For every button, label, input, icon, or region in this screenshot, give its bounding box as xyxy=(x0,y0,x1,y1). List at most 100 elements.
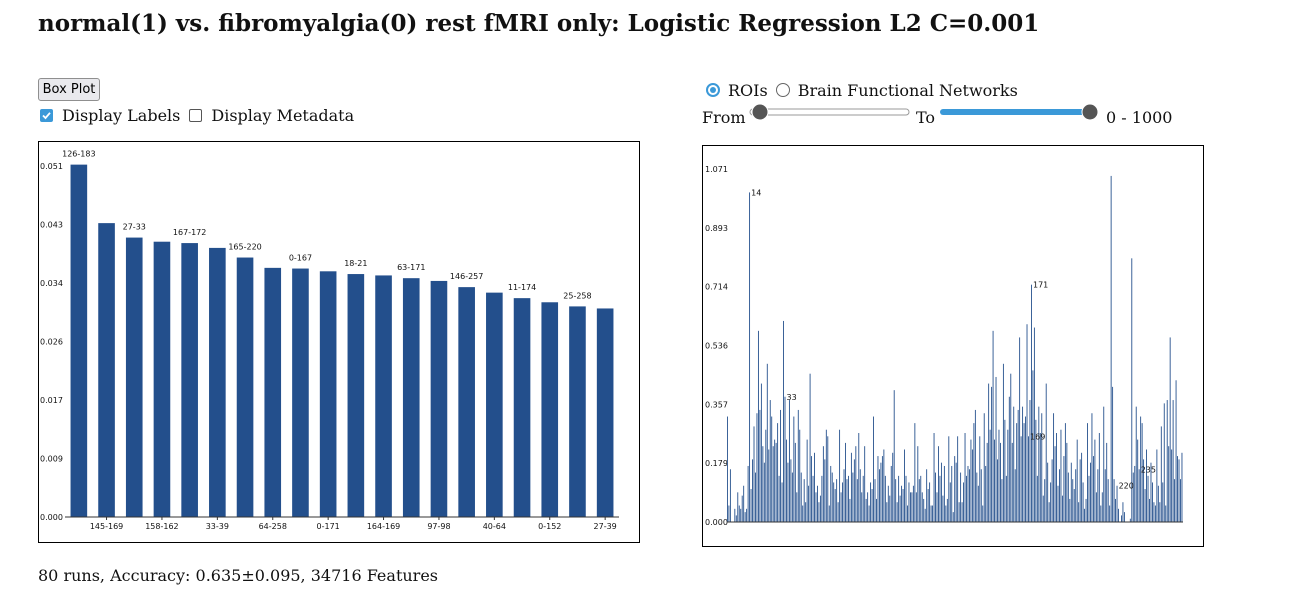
bar xyxy=(958,502,960,522)
bar xyxy=(1060,429,1062,522)
bar xyxy=(811,456,813,522)
from-slider-thumb[interactable] xyxy=(751,103,769,121)
bar xyxy=(960,472,962,522)
bar xyxy=(955,462,957,522)
bar xyxy=(1036,475,1038,522)
bar xyxy=(880,462,882,522)
bar xyxy=(780,409,782,522)
bar xyxy=(973,423,975,522)
rois-radio[interactable] xyxy=(706,83,720,97)
to-slider-thumb[interactable] xyxy=(1081,103,1099,121)
bar xyxy=(1172,400,1174,522)
bar xyxy=(803,479,805,522)
y-tick-label: 0.000 xyxy=(40,513,63,522)
bar xyxy=(1004,419,1006,522)
bar xyxy=(1169,337,1171,522)
bar xyxy=(1061,495,1063,522)
bar xyxy=(853,459,855,522)
y-tick-label: 0.026 xyxy=(40,338,63,347)
bar xyxy=(814,452,815,522)
bar xyxy=(971,449,973,522)
bar xyxy=(917,446,919,522)
bar xyxy=(827,436,829,522)
x-tick-label: 145-169 xyxy=(90,522,123,531)
bar xyxy=(871,489,873,522)
bar xyxy=(830,465,832,522)
top-pairs-chart-frame: 0.000 0.009 0.017 0.026 0.034 0.043 0.051 126-1… xyxy=(38,141,640,543)
bar xyxy=(843,469,845,522)
bar xyxy=(926,469,928,522)
bar xyxy=(961,502,963,522)
brain-networks-radio[interactable] xyxy=(775,83,790,97)
bar xyxy=(747,465,749,522)
bar xyxy=(954,456,956,522)
bar xyxy=(1016,423,1018,522)
bar xyxy=(793,416,795,522)
bar xyxy=(1054,446,1056,522)
display-metadata-label: Display Metadata xyxy=(211,105,355,125)
bar xyxy=(737,492,739,522)
bar xyxy=(899,495,901,522)
accuracy-summary: 80 runs, Accuracy: 0.635±0.095, 34716 Fe… xyxy=(38,566,438,585)
bar xyxy=(884,475,886,522)
bar xyxy=(1039,433,1041,522)
to-slider[interactable] xyxy=(938,100,1100,124)
bar-annotation-label: 14 xyxy=(751,188,761,197)
bar xyxy=(1157,485,1159,522)
bar xyxy=(989,429,991,522)
bar xyxy=(738,505,740,522)
bar xyxy=(1101,492,1103,522)
bar-top-label: 63-171 xyxy=(397,263,425,272)
bar xyxy=(1044,479,1046,522)
bar xyxy=(790,459,792,522)
bar xyxy=(806,439,808,522)
bar xyxy=(784,396,786,522)
bar xyxy=(1092,456,1094,522)
bar xyxy=(1097,469,1099,522)
bar-top-label: 11-174 xyxy=(508,283,536,292)
bar xyxy=(969,469,970,522)
bar xyxy=(430,280,448,517)
bar xyxy=(771,416,773,522)
from-slider-track xyxy=(749,108,910,116)
bar xyxy=(818,502,820,522)
bar xyxy=(1059,469,1060,522)
bar xyxy=(977,485,979,522)
bar xyxy=(1053,413,1055,522)
bar xyxy=(865,498,867,522)
bar xyxy=(877,456,879,522)
display-labels-checkbox[interactable] xyxy=(40,108,53,122)
bar xyxy=(948,436,950,522)
box-plot-button[interactable]: Box Plot xyxy=(38,78,100,101)
bar xyxy=(1149,498,1150,522)
bar xyxy=(1166,400,1168,522)
bar xyxy=(892,452,894,522)
bar xyxy=(982,505,984,522)
top-pairs-bar-chart: 0.000 0.009 0.017 0.026 0.034 0.043 0.051 126-1… xyxy=(40,150,619,531)
bar xyxy=(1002,363,1004,522)
x-tick-label: 0-171 xyxy=(317,522,340,531)
bar xyxy=(1152,482,1153,522)
bar xyxy=(1042,495,1044,522)
bar xyxy=(887,485,889,522)
bar xyxy=(923,498,925,522)
from-slider[interactable] xyxy=(748,100,915,124)
bar xyxy=(824,459,826,522)
bar xyxy=(1122,502,1124,522)
bar xyxy=(402,278,420,517)
bar xyxy=(800,472,802,522)
bar xyxy=(513,298,531,517)
bar xyxy=(868,505,870,522)
bar xyxy=(817,485,818,522)
bar xyxy=(796,492,798,522)
bar xyxy=(840,492,842,522)
bar xyxy=(998,429,1000,522)
bar xyxy=(762,446,764,522)
bar xyxy=(952,512,954,522)
display-metadata-checkbox[interactable] xyxy=(189,108,203,122)
bar xyxy=(791,472,793,522)
bar xyxy=(1104,469,1106,522)
bar xyxy=(125,237,143,517)
bar xyxy=(914,423,916,522)
bar xyxy=(883,449,885,522)
